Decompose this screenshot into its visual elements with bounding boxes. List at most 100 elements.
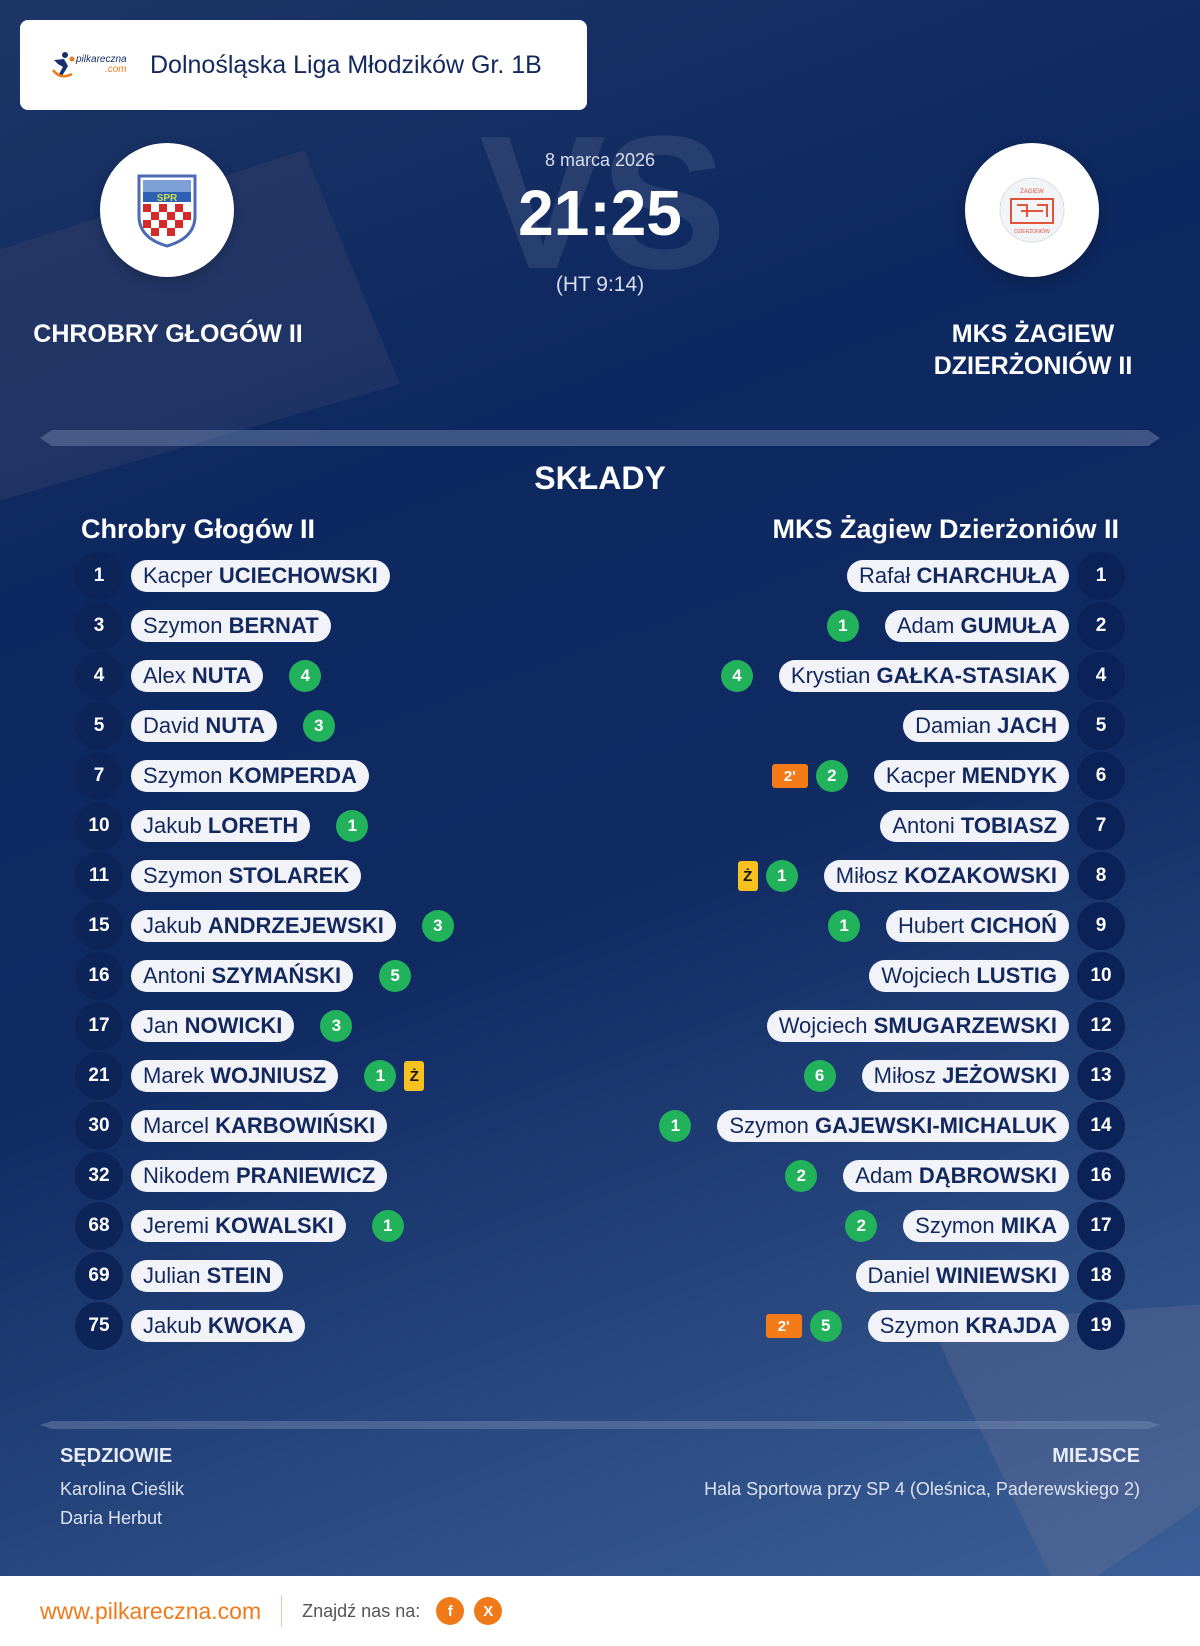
- player-last-name: NUTA: [191, 663, 252, 688]
- player-first-name: Daniel: [867, 1263, 930, 1288]
- player-name: Miłosz KOZAKOWSKI: [823, 860, 1069, 892]
- player-last-name: KRAJDA: [965, 1313, 1057, 1338]
- player-first-name: Szymon: [143, 863, 223, 888]
- player-stats: 1: [336, 810, 369, 842]
- site-link[interactable]: www.pilkareczna.com: [40, 1597, 262, 1624]
- player-row: 4 Alex NUTA 4: [75, 651, 635, 701]
- player-first-name: Kacper: [143, 563, 213, 588]
- player-stats: 1: [371, 1210, 404, 1242]
- player-last-name: NUTA: [205, 713, 265, 738]
- player-name: Jakub KWOKA: [131, 1310, 306, 1342]
- player-stats: 2: [785, 1160, 818, 1192]
- player-row: 10 Jakub LORETH 1: [75, 801, 635, 851]
- shirt-number: 17: [1077, 1202, 1125, 1250]
- player-row: 16 Antoni SZYMAŃSKI 5: [75, 951, 635, 1001]
- handball-player-icon: [51, 52, 75, 78]
- player-name: Jakub LORETH: [131, 810, 311, 842]
- svg-text:DZIERŻONIÓW: DZIERŻONIÓW: [1014, 228, 1050, 235]
- player-name: Daniel WINIEWSKI: [855, 1260, 1069, 1292]
- x-icon[interactable]: X: [474, 1597, 503, 1625]
- lineups-title: SKŁADY: [534, 460, 666, 496]
- player-row: 10 Wojciech LUSTIG: [565, 951, 1125, 1001]
- player-last-name: WOJNIUSZ: [210, 1063, 327, 1088]
- player-name: Szymon STOLAREK: [131, 860, 362, 892]
- player-last-name: GUMUŁA: [960, 613, 1057, 638]
- player-name: Jan NOWICKI: [131, 1010, 295, 1042]
- player-first-name: Miłosz: [873, 1063, 936, 1088]
- match-date: 8 marca 2026: [544, 150, 656, 170]
- goals-badge: 3: [302, 710, 335, 742]
- divider: [40, 430, 1160, 446]
- shirt-number: 5: [1077, 702, 1125, 750]
- referee-name: Karolina Cieślik: [60, 1479, 185, 1499]
- player-last-name: LUSTIG: [976, 963, 1057, 988]
- shirt-number: 12: [1077, 1002, 1125, 1050]
- player-name: Krystian GAŁKA-STASIAK: [778, 660, 1069, 692]
- suspension-badge: 2': [765, 1314, 802, 1338]
- player-last-name: KOWALSKI: [215, 1213, 334, 1238]
- player-row: 13 Miłosz JEŻOWSKI 6: [565, 1051, 1125, 1101]
- player-row: 75 Jakub KWOKA: [75, 1301, 635, 1351]
- player-row: 5 Damian JACH: [565, 701, 1125, 751]
- player-row: 14 Szymon GAJEWSKI-MICHALUK 1: [565, 1101, 1125, 1151]
- player-name: Hubert CICHOŃ: [886, 910, 1069, 942]
- away-squad-title: MKS Żagiew Dzierżoniów II: [772, 514, 1119, 544]
- player-name: Szymon GAJEWSKI-MICHALUK: [717, 1110, 1069, 1142]
- referees-label: SĘDZIOWIE: [60, 1445, 173, 1467]
- player-last-name: UCIECHOWSKI: [218, 563, 378, 588]
- shirt-number: 14: [1077, 1102, 1125, 1150]
- player-name: Julian STEIN: [131, 1260, 284, 1292]
- player-first-name: Alex: [143, 663, 186, 688]
- player-row: 16 Adam DĄBROWSKI 2: [565, 1151, 1125, 1201]
- player-name: Szymon MIKA: [903, 1210, 1069, 1242]
- shirt-number: 1: [1077, 552, 1125, 600]
- facebook-icon[interactable]: f: [436, 1597, 465, 1625]
- player-first-name: David: [143, 713, 200, 738]
- player-stats: 5 2': [765, 1310, 842, 1342]
- player-row: 32 Nikodem PRANIEWICZ: [75, 1151, 635, 1201]
- goals-badge: 2: [815, 760, 848, 792]
- player-name: Rafał CHARCHUŁA: [846, 560, 1069, 592]
- goals-badge: 1: [765, 860, 798, 892]
- player-stats: 1: [828, 910, 861, 942]
- player-last-name: DĄBROWSKI: [918, 1163, 1057, 1188]
- player-row: 7 Szymon KOMPERDA: [75, 751, 635, 801]
- brand-suffix: .com: [104, 64, 127, 75]
- player-first-name: Kacper: [885, 763, 956, 788]
- player-first-name: Marcel: [143, 1113, 210, 1138]
- player-row: 17 Szymon MIKA 2: [565, 1201, 1125, 1251]
- player-first-name: Jakub: [143, 813, 202, 838]
- shirt-number: 2: [1077, 602, 1125, 650]
- player-first-name: Damian: [915, 713, 991, 738]
- player-name: Jakub ANDRZEJEWSKI: [131, 910, 396, 942]
- player-first-name: Wojciech: [778, 1013, 868, 1038]
- player-first-name: Adam: [896, 613, 955, 638]
- player-stats: 6: [803, 1060, 836, 1092]
- player-name: Szymon BERNAT: [131, 610, 331, 642]
- player-name: Miłosz JEŻOWSKI: [861, 1060, 1069, 1092]
- player-row: 8 Miłosz KOZAKOWSKI 1 Ż: [565, 851, 1125, 901]
- svg-text:ŻAGIEW: ŻAGIEW: [1020, 188, 1044, 195]
- player-first-name: Wojciech: [881, 963, 971, 988]
- goals-badge: 6: [803, 1060, 836, 1092]
- player-name: Marcel KARBOWIŃSKI: [131, 1110, 388, 1142]
- shirt-number: 10: [1077, 952, 1125, 1000]
- player-last-name: MENDYK: [961, 763, 1057, 788]
- player-name: Marek WOJNIUSZ: [131, 1060, 339, 1092]
- player-last-name: CICHOŃ: [970, 913, 1057, 938]
- player-first-name: Adam: [855, 1163, 913, 1188]
- player-stats: 5: [379, 960, 412, 992]
- player-row: 9 Hubert CICHOŃ 1: [565, 901, 1125, 951]
- shirt-number: 18: [1077, 1252, 1125, 1300]
- player-first-name: Szymon: [143, 763, 223, 788]
- footer: www.pilkareczna.com Znajdź nas na: f X: [0, 1576, 1200, 1646]
- player-first-name: Szymon: [729, 1113, 809, 1138]
- player-name: Antoni TOBIASZ: [880, 810, 1069, 842]
- player-row: 7 Antoni TOBIASZ: [565, 801, 1125, 851]
- player-name: Antoni SZYMAŃSKI: [131, 960, 354, 992]
- goals-badge: 2: [785, 1160, 818, 1192]
- player-stats: 3: [302, 710, 335, 742]
- goals-badge: 1: [659, 1110, 692, 1142]
- brand-logo: pilkareczna .com: [50, 45, 140, 85]
- player-name: Adam GUMUŁA: [884, 610, 1069, 642]
